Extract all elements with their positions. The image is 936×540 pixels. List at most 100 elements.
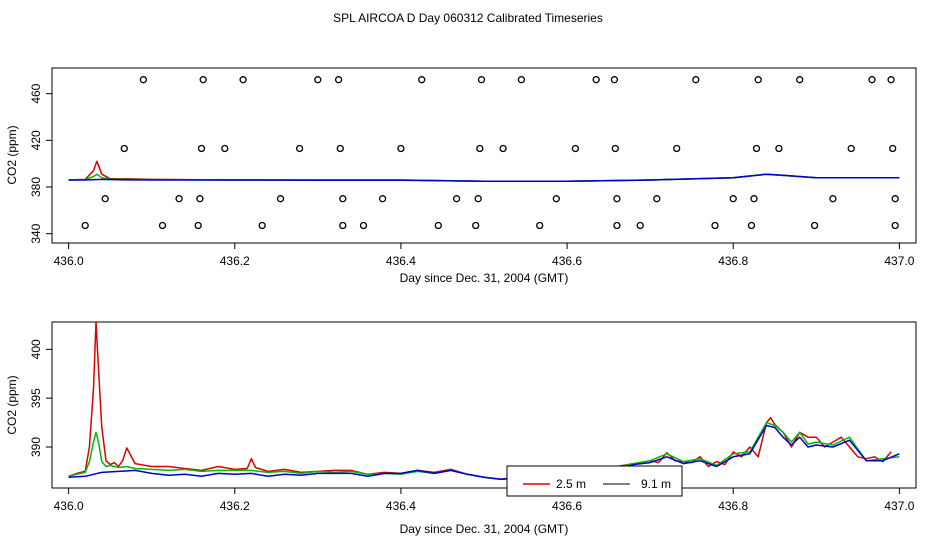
scatter-point <box>258 221 266 230</box>
bottom-x-axis: 436.0 436.2 436.4 436.6 436.8 437.0 <box>54 487 915 513</box>
series-line-s91 <box>68 173 900 182</box>
top-x-axis: 436.0 436.2 436.4 436.6 436.8 437.0 <box>54 242 915 268</box>
top-panel: 436.0 436.2 436.4 436.6 436.8 437.0 340 380 420… <box>5 67 917 285</box>
scatter-point <box>517 76 526 84</box>
scatter-point <box>472 221 480 230</box>
scatter-point <box>221 144 229 153</box>
scatter-point <box>196 195 204 203</box>
scatter-point <box>752 144 761 153</box>
legend-box <box>506 465 683 497</box>
scatter-point <box>81 221 89 230</box>
scatter-point <box>889 144 897 153</box>
legend: 2.5 m 9.1 m <box>506 465 683 497</box>
series-line-s55 <box>68 421 900 480</box>
x-tick-label: 436.8 <box>718 254 748 268</box>
bottom-y-axis: 390 395 400 <box>29 339 52 457</box>
x-tick-label: 436.8 <box>718 499 748 513</box>
scatter-point <box>711 221 719 230</box>
x-tick-label: 436.6 <box>552 254 582 268</box>
y-tick-label: 380 <box>29 177 43 197</box>
top-y-axis-label: CO2 (ppm) <box>5 125 19 184</box>
x-tick-label: 437.0 <box>884 254 914 268</box>
scatter-point <box>653 195 661 203</box>
x-tick-label: 436.0 <box>54 499 84 513</box>
scatter-point <box>636 221 644 230</box>
scatter-point <box>592 76 600 84</box>
top-scatter-points <box>81 76 899 230</box>
top-y-axis: 340 380 420 460 <box>29 83 52 244</box>
scatter-point <box>750 195 758 203</box>
scatter-point <box>418 76 426 84</box>
scatter-point <box>571 144 580 153</box>
x-tick-label: 436.2 <box>220 499 250 513</box>
scatter-point <box>476 144 484 153</box>
y-tick-label: 395 <box>29 388 43 408</box>
x-tick-label: 436.2 <box>220 254 250 268</box>
x-tick-label: 437.0 <box>884 499 914 513</box>
scatter-point <box>158 221 167 230</box>
bottom-plot-frame <box>51 321 917 489</box>
x-tick-label: 436.4 <box>386 254 416 268</box>
scatter-point <box>339 195 347 203</box>
scatter-point <box>673 144 681 153</box>
scatter-point <box>610 76 619 84</box>
y-tick-label: 460 <box>29 83 43 103</box>
scatter-point <box>397 144 405 153</box>
scatter-point <box>775 144 783 153</box>
y-tick-label: 400 <box>29 339 43 359</box>
scatter-point <box>829 195 837 203</box>
scatter-point <box>729 195 737 203</box>
scatter-point <box>613 221 621 230</box>
scatter-point <box>120 144 128 153</box>
scatter-point <box>552 195 560 203</box>
bottom-series-lines <box>68 321 900 480</box>
y-tick-label: 340 <box>29 223 43 243</box>
scatter-point <box>378 195 387 203</box>
scatter-point <box>197 144 206 153</box>
scatter-point <box>199 76 207 84</box>
figure-title: SPL AIRCOA D Day 060312 Calibrated Times… <box>333 11 603 25</box>
legend-label-2-5m: 2.5 m <box>556 477 586 491</box>
scatter-point <box>887 76 895 84</box>
scatter-point <box>276 195 285 203</box>
scatter-point <box>474 195 482 203</box>
scatter-point <box>810 221 819 230</box>
scatter-point <box>434 221 442 230</box>
x-tick-label: 436.4 <box>386 499 416 513</box>
scatter-point <box>747 221 756 230</box>
scatter-point <box>891 221 899 230</box>
scatter-point <box>891 195 899 203</box>
scatter-point <box>499 144 507 153</box>
scatter-point <box>314 76 322 84</box>
scatter-point <box>336 144 344 153</box>
scatter-point <box>295 144 304 153</box>
scatter-point <box>452 195 461 203</box>
scatter-point <box>334 76 343 84</box>
top-series-lines <box>68 160 900 182</box>
y-tick-label: 420 <box>29 130 43 150</box>
scatter-point <box>611 144 619 153</box>
series-line-s25 <box>68 321 892 480</box>
scatter-point <box>175 195 183 203</box>
x-tick-label: 436.6 <box>552 499 582 513</box>
bottom-y-axis-label: CO2 (ppm) <box>5 375 19 434</box>
scatter-point <box>194 221 202 230</box>
scatter-point <box>613 195 621 203</box>
scatter-point <box>796 76 804 84</box>
series-line-s25 <box>68 160 900 182</box>
scatter-point <box>477 76 486 84</box>
scatter-point <box>239 76 247 84</box>
scatter-point <box>868 76 876 84</box>
scatter-point <box>536 221 544 230</box>
x-tick-label: 436.0 <box>54 254 84 268</box>
scatter-point <box>339 221 347 230</box>
legend-label-9-1m: 9.1 m <box>641 477 671 491</box>
bottom-panel: 436.0 436.2 436.4 436.6 436.8 437.0 390 395 400… <box>5 321 917 536</box>
scatter-point <box>847 144 855 153</box>
bottom-x-axis-label: Day since Dec. 31, 2004 (GMT) <box>400 522 569 536</box>
scatter-point <box>359 221 368 230</box>
scatter-point <box>754 76 762 84</box>
top-plot-frame <box>51 67 917 244</box>
top-x-axis-label: Day since Dec. 31, 2004 (GMT) <box>400 271 569 285</box>
